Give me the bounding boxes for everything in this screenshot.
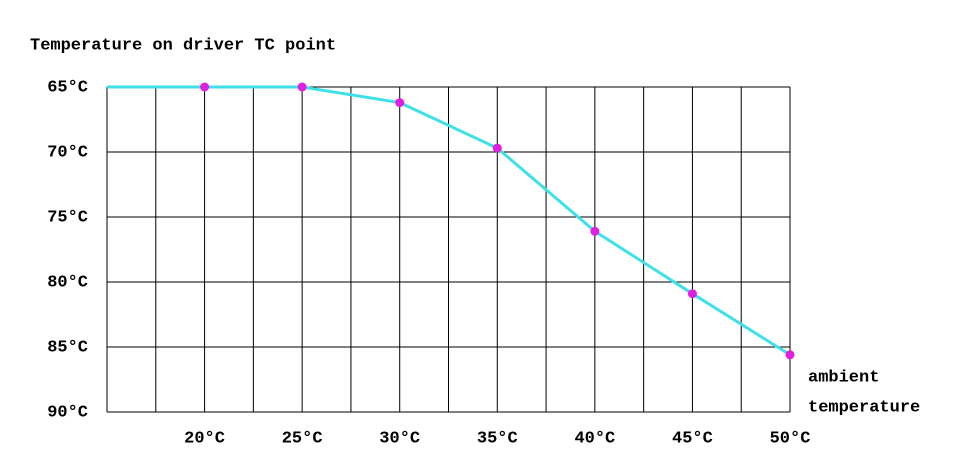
marker [395, 98, 405, 108]
y-tick-label: 80°C [47, 273, 88, 292]
x-tick-label: 45°C [672, 429, 713, 448]
marker [590, 226, 600, 236]
x-tick-label: 40°C [574, 429, 615, 448]
y-tick-label: 65°C [47, 78, 88, 97]
x-tick-label: 35°C [477, 429, 518, 448]
line [107, 85, 791, 357]
y-tick-label: 70°C [47, 143, 88, 162]
y-tick-label: 85°C [47, 338, 88, 357]
marker [200, 82, 210, 92]
chart-title: Temperature on driver TC point [30, 36, 336, 55]
x-tick-label: 25°C [282, 429, 323, 448]
marker [297, 82, 307, 92]
marker [492, 143, 502, 153]
x-axis-label: temperature [808, 398, 920, 417]
y-tick-label: 90°C [47, 403, 88, 422]
x-axis-label: ambient [808, 368, 879, 387]
y-tick-label: 75°C [47, 208, 88, 227]
x-tick-label: 20°C [184, 429, 225, 448]
marker [785, 350, 795, 360]
x-tick-label: 30°C [379, 429, 420, 448]
marker [687, 289, 697, 299]
x-tick-label: 50°C [770, 429, 811, 448]
